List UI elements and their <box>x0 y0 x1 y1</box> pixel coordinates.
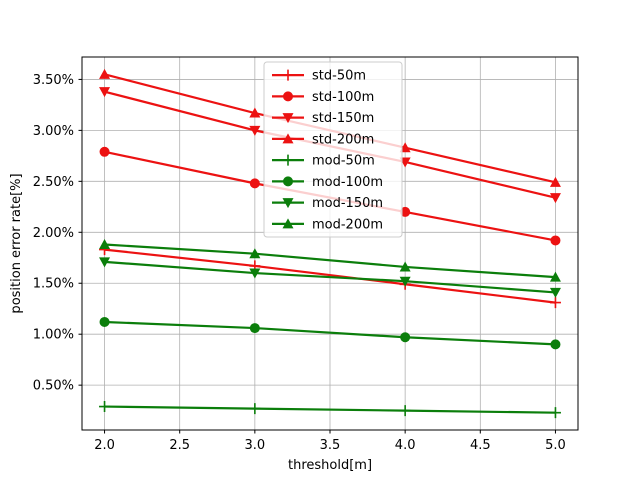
legend-label: mod-100m <box>312 175 383 190</box>
circle-marker <box>99 316 110 327</box>
legend-item-mod-100m: mod-100m <box>272 175 383 190</box>
series-mod-200m <box>99 239 561 282</box>
triangle-down-marker <box>549 193 561 204</box>
legend-item-std-50m: std-50m <box>272 69 366 84</box>
x-tick-label: 4.5 <box>470 438 491 453</box>
legend-item-mod-50m: mod-50m <box>272 154 375 169</box>
triangle-down-marker <box>282 113 294 124</box>
legend-label: std-150m <box>312 111 374 126</box>
triangle-up-marker <box>549 176 561 187</box>
legend-label: mod-200m <box>312 217 383 232</box>
x-tick-label: 2.0 <box>94 438 115 453</box>
series-line <box>104 248 556 304</box>
series-line <box>104 405 556 414</box>
legend-label: mod-50m <box>312 154 375 169</box>
legend-item-std-100m: std-100m <box>272 90 374 105</box>
circle-marker <box>550 235 561 246</box>
legend-item-mod-150m: mod-150m <box>272 196 383 211</box>
y-axis-label: position error rate[%] <box>9 173 24 313</box>
triangle-up-marker <box>399 261 411 272</box>
y-tick-label: 2.50% <box>33 175 74 190</box>
circle-marker <box>400 206 411 217</box>
triangle-down-marker <box>99 87 111 98</box>
triangle-up-marker <box>249 107 261 118</box>
legend-label: std-50m <box>312 69 366 84</box>
triangle-up-marker <box>249 248 261 259</box>
legend-item-std-200m: std-200m <box>272 132 374 147</box>
x-tick-label: 5.0 <box>545 438 566 453</box>
triangle-down-marker <box>399 276 411 287</box>
y-tick-label: 1.00% <box>33 328 74 343</box>
plus-marker <box>282 154 294 166</box>
triangle-down-marker <box>282 198 294 209</box>
series-mod-100m <box>99 316 561 350</box>
x-axis-label: threshold[m] <box>288 458 372 473</box>
triangle-up-marker <box>549 271 561 282</box>
plus-marker <box>99 401 111 413</box>
triangle-up-marker <box>99 239 111 250</box>
series-mod-50m <box>99 401 561 419</box>
plus-marker <box>282 69 294 81</box>
y-tick-label: 0.50% <box>33 379 74 394</box>
legend-box <box>263 61 403 238</box>
x-tick-label: 3.5 <box>320 438 341 453</box>
legend-label: std-100m <box>312 90 374 105</box>
y-tick-label: 3.00% <box>33 124 74 139</box>
series-mod-150m <box>99 257 561 298</box>
circle-marker <box>249 323 260 334</box>
x-tick-label: 2.5 <box>169 438 190 453</box>
circle-marker <box>400 332 411 343</box>
triangle-down-marker <box>249 268 261 279</box>
circle-marker <box>283 91 293 102</box>
triangle-up-marker <box>282 218 294 229</box>
legend-item-mod-200m: mod-200m <box>272 217 383 232</box>
axis-tick-labels: 2.0 2.5 3.0 3.5 4.0 4.5 5.0 0.50% 1.00% 1.50% 2.00… <box>33 73 566 453</box>
legend: std-50m std-100m std-150m std-200m mod-50m mo… <box>263 61 403 238</box>
series-line <box>104 243 556 279</box>
plus-marker <box>249 403 261 415</box>
plus-marker <box>549 407 561 419</box>
axis-ticks <box>78 78 556 434</box>
y-tick-label: 3.50% <box>33 73 74 88</box>
plus-marker <box>399 405 411 417</box>
legend-label: std-200m <box>312 132 374 147</box>
circle-marker <box>550 339 561 350</box>
y-tick-label: 2.00% <box>33 226 74 241</box>
triangle-up-marker <box>282 133 294 144</box>
series-line <box>104 320 556 346</box>
plus-marker <box>549 297 561 309</box>
x-tick-label: 4.0 <box>395 438 416 453</box>
circle-marker <box>249 178 260 189</box>
triangle-up-marker <box>99 68 111 79</box>
x-tick-label: 3.0 <box>245 438 266 453</box>
series-line <box>104 260 556 294</box>
legend-label: mod-150m <box>312 196 383 211</box>
circle-marker <box>283 176 293 187</box>
y-tick-label: 1.50% <box>33 277 74 292</box>
circle-marker <box>99 146 110 157</box>
triangle-down-marker <box>99 257 111 268</box>
triangle-down-marker <box>549 287 561 298</box>
triangle-down-marker <box>249 125 261 136</box>
legend-item-std-150m: std-150m <box>272 111 374 126</box>
